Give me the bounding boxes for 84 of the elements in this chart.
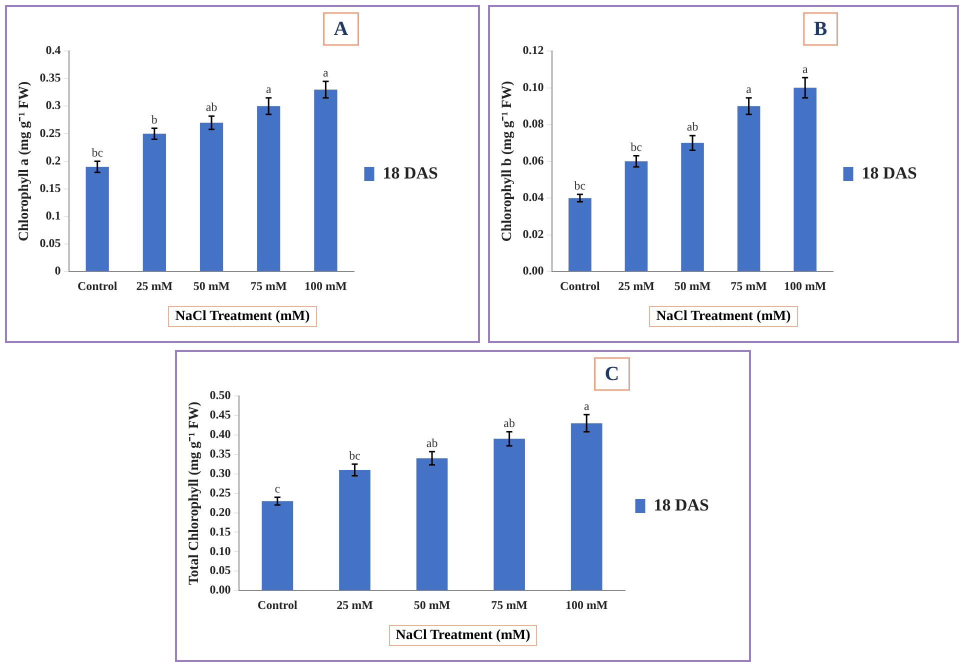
- chart-title: C: [604, 363, 620, 386]
- bar: [142, 134, 166, 272]
- bar: [257, 106, 280, 272]
- annotation: ab: [686, 120, 698, 134]
- legend-label: 18 DAS: [382, 163, 438, 182]
- x-tick-label: 50 mM: [414, 598, 450, 612]
- x-tick-label: 50 mM: [193, 278, 230, 293]
- y-tick-label: 0.12: [522, 43, 544, 58]
- annotation: b: [151, 112, 158, 126]
- y-tick-label: 0.15: [40, 180, 61, 195]
- bar: [568, 198, 592, 272]
- y-tick-label: 0.06: [522, 153, 544, 168]
- annotation: bc: [92, 145, 104, 160]
- annotation: ab: [426, 436, 438, 450]
- x-tick-label: 100 mM: [784, 278, 826, 293]
- bar: [416, 458, 448, 590]
- x-axis-title: NaCl Treatment (mM): [168, 306, 317, 327]
- bar: [794, 88, 816, 272]
- y-tick-label: 0.35: [210, 446, 231, 460]
- bar: [200, 122, 224, 272]
- y-tick-label: 0.30: [210, 466, 231, 480]
- annotation: bc: [574, 178, 586, 193]
- legend-label: 18 DAS: [654, 495, 710, 514]
- x-tick-label: 50 mM: [674, 278, 711, 293]
- annotation: a: [802, 62, 808, 76]
- bar: [570, 423, 602, 590]
- y-tick-label: 0.10: [522, 80, 544, 94]
- bar: [624, 161, 648, 272]
- y-tick-label: 0.50: [210, 388, 231, 402]
- bar: [314, 90, 338, 272]
- y-tick-label: 0.40: [210, 427, 231, 442]
- y-tick-label: 0.2: [46, 153, 61, 168]
- chart-title: A: [334, 18, 349, 40]
- y-tick-label: 0.00: [522, 264, 544, 278]
- bar: [262, 501, 294, 590]
- y-tick-label: 0.4: [46, 43, 61, 58]
- x-tick-label: 25 mM: [136, 278, 173, 293]
- bar: [737, 106, 760, 272]
- y-tick-label: 0: [54, 264, 61, 278]
- chart-title: B: [814, 18, 828, 40]
- bar: [681, 142, 704, 272]
- annotation: a: [266, 82, 272, 96]
- y-axis-title: Chlorophyll b (mg g⁻¹ FW): [500, 80, 516, 242]
- y-tick-label: 0.08: [522, 116, 544, 131]
- x-tick-label: 25 mM: [618, 278, 654, 293]
- y-tick-label: 0.15: [210, 524, 231, 538]
- y-tick-label: 0.02: [522, 226, 544, 241]
- annotation: a: [746, 82, 752, 96]
- annotation: bc: [630, 140, 642, 154]
- y-tick-label: 0.05: [210, 563, 231, 578]
- x-tick-label: 75 mM: [730, 278, 767, 293]
- y-tick-label: 0.05: [40, 236, 61, 250]
- y-tick-label: 0.3: [46, 98, 61, 112]
- annotation: a: [323, 65, 330, 80]
- x-tick-label: Control: [77, 278, 118, 293]
- bar: [494, 438, 525, 590]
- y-tick-label: 0.20: [210, 504, 231, 519]
- y-tick-label: 0.1: [46, 208, 61, 223]
- x-tick-label: 75 mM: [250, 278, 287, 293]
- y-tick-label: 0.10: [210, 544, 231, 558]
- annotation: c: [274, 481, 280, 496]
- annotation: ab: [206, 100, 218, 114]
- y-tick-label: 0.25: [210, 485, 231, 500]
- bar: [86, 166, 109, 272]
- x-axis-title: NaCl Treatment (mM): [649, 306, 798, 327]
- bar: [339, 470, 370, 590]
- x-tick-label: 75 mM: [491, 598, 528, 612]
- x-tick-label: Control: [560, 278, 600, 293]
- annotation: ab: [504, 416, 515, 430]
- y-tick-label: 0.04: [522, 190, 544, 204]
- x-tick-label: 100 mM: [565, 598, 608, 612]
- x-tick-label: Control: [258, 598, 298, 612]
- y-tick-label: 0.35: [40, 70, 61, 85]
- annotation: bc: [349, 448, 360, 462]
- x-tick-label: 25 mM: [336, 598, 373, 612]
- y-tick-label: 0.45: [210, 408, 231, 422]
- y-tick-label: 0.25: [40, 126, 61, 140]
- y-axis-title: Chlorophyll a (mg g⁻¹ FW): [17, 81, 32, 242]
- y-tick-label: 0.00: [210, 582, 231, 597]
- x-axis-title: NaCl Treatment (mM): [388, 625, 538, 646]
- annotation: a: [584, 398, 590, 413]
- y-axis-title: Total Chlorophyll (mg g⁻¹ FW): [187, 401, 202, 586]
- legend-label: 18 DAS: [862, 163, 918, 182]
- x-tick-label: 100 mM: [304, 278, 347, 293]
